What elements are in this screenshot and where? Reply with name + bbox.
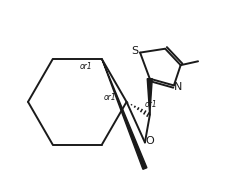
Polygon shape [101, 59, 146, 169]
Text: or1: or1 [79, 62, 91, 71]
Text: or1: or1 [144, 100, 156, 109]
Text: N: N [173, 82, 181, 92]
Polygon shape [147, 79, 152, 115]
Text: S: S [131, 46, 138, 56]
Text: or1: or1 [103, 93, 116, 103]
Text: O: O [145, 135, 153, 145]
